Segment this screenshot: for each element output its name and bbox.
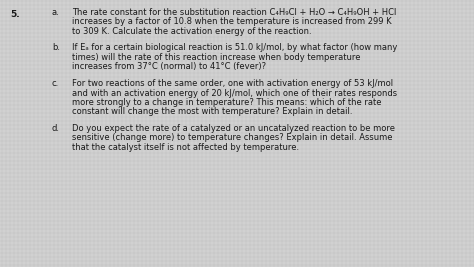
Text: c.: c. xyxy=(52,79,59,88)
Text: sensitive (change more) to temperature changes? Explain in detail. Assume: sensitive (change more) to temperature c… xyxy=(72,134,392,143)
Text: For two reactions of the same order, one with activation energy of 53 kJ/mol: For two reactions of the same order, one… xyxy=(72,79,393,88)
Text: to 309 K. Calculate the activation energy of the reaction.: to 309 K. Calculate the activation energ… xyxy=(72,27,311,36)
Text: times) will the rate of this reaction increase when body temperature: times) will the rate of this reaction in… xyxy=(72,53,361,62)
Text: a.: a. xyxy=(52,8,60,17)
Text: that the catalyst itself is not affected by temperature.: that the catalyst itself is not affected… xyxy=(72,143,299,152)
Text: If Eₐ for a certain biological reaction is 51.0 kJ/mol, by what factor (how many: If Eₐ for a certain biological reaction … xyxy=(72,44,397,53)
Text: increases by a factor of 10.8 when the temperature is increased from 299 K: increases by a factor of 10.8 when the t… xyxy=(72,18,392,26)
Text: Do you expect the rate of a catalyzed or an uncatalyzed reaction to be more: Do you expect the rate of a catalyzed or… xyxy=(72,124,395,133)
Text: more strongly to a change in temperature? This means: which of the rate: more strongly to a change in temperature… xyxy=(72,98,382,107)
Text: 5.: 5. xyxy=(10,10,19,19)
Text: The rate constant for the substitution reaction C₄H₉Cl + H₂O → C₄H₉OH + HCl: The rate constant for the substitution r… xyxy=(72,8,396,17)
Text: and with an activation energy of 20 kJ/mol, which one of their rates responds: and with an activation energy of 20 kJ/m… xyxy=(72,88,397,97)
Text: constant will change the most with temperature? Explain in detail.: constant will change the most with tempe… xyxy=(72,108,353,116)
Text: b.: b. xyxy=(52,44,60,53)
Text: increases from 37°C (normal) to 41°C (fever)?: increases from 37°C (normal) to 41°C (fe… xyxy=(72,62,266,72)
Text: d.: d. xyxy=(52,124,60,133)
